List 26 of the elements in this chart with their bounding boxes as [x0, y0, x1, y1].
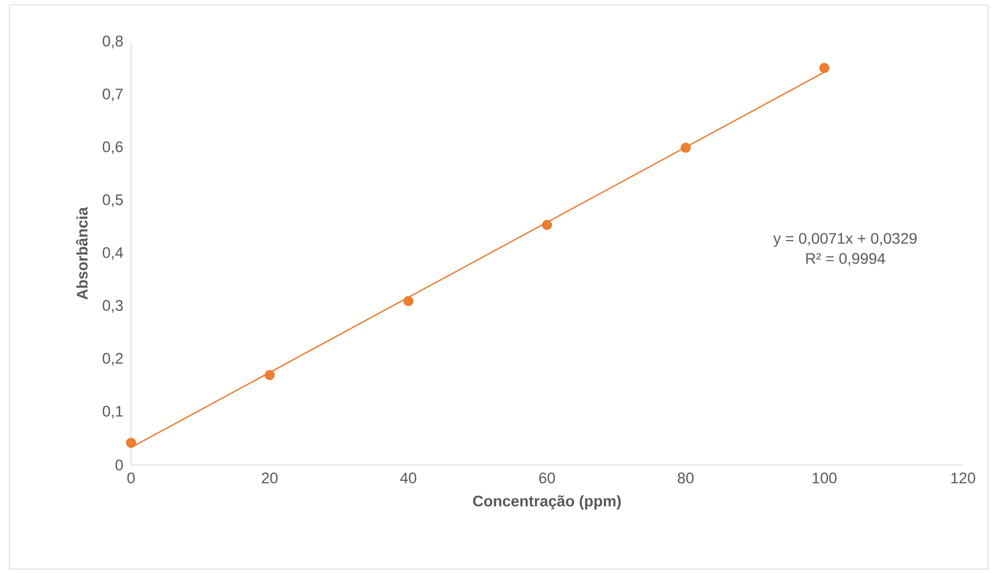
- annotation: R² = 0,9994: [806, 253, 886, 266]
- y-tick-label: 0,1: [102, 406, 123, 418]
- point: [126, 438, 136, 448]
- x-tick-label: 120: [951, 472, 976, 484]
- point: [403, 296, 414, 306]
- point: [680, 142, 691, 153]
- x-axis-title: Concentração (ppm): [473, 495, 621, 510]
- y-tick-label: 0,4: [102, 247, 123, 260]
- x-tick-label: 20: [262, 472, 278, 484]
- point: [264, 370, 275, 380]
- x-tick-label: 100: [812, 472, 837, 484]
- x-tick-label: 80: [678, 472, 694, 484]
- y-tick-label: 0: [116, 460, 123, 470]
- point: [542, 220, 552, 230]
- annotation: y = 0,0071x + 0,0329: [773, 232, 917, 247]
- y-axis-title: Absorbância: [76, 206, 88, 300]
- point: [819, 62, 830, 73]
- x-tick-label: 40: [400, 472, 416, 484]
- y-tick-label: 0,3: [102, 300, 123, 313]
- y-tick-label: 0,5: [102, 194, 123, 207]
- y-tick-label: 0,2: [102, 352, 123, 366]
- y-tick-label: 0,6: [102, 141, 123, 154]
- y-tick-label: 0,7: [102, 88, 123, 102]
- y-tick-label: 0,8: [102, 36, 123, 48]
- x-tick-label: 60: [539, 472, 555, 484]
- x-tick-label: 0: [127, 472, 135, 484]
